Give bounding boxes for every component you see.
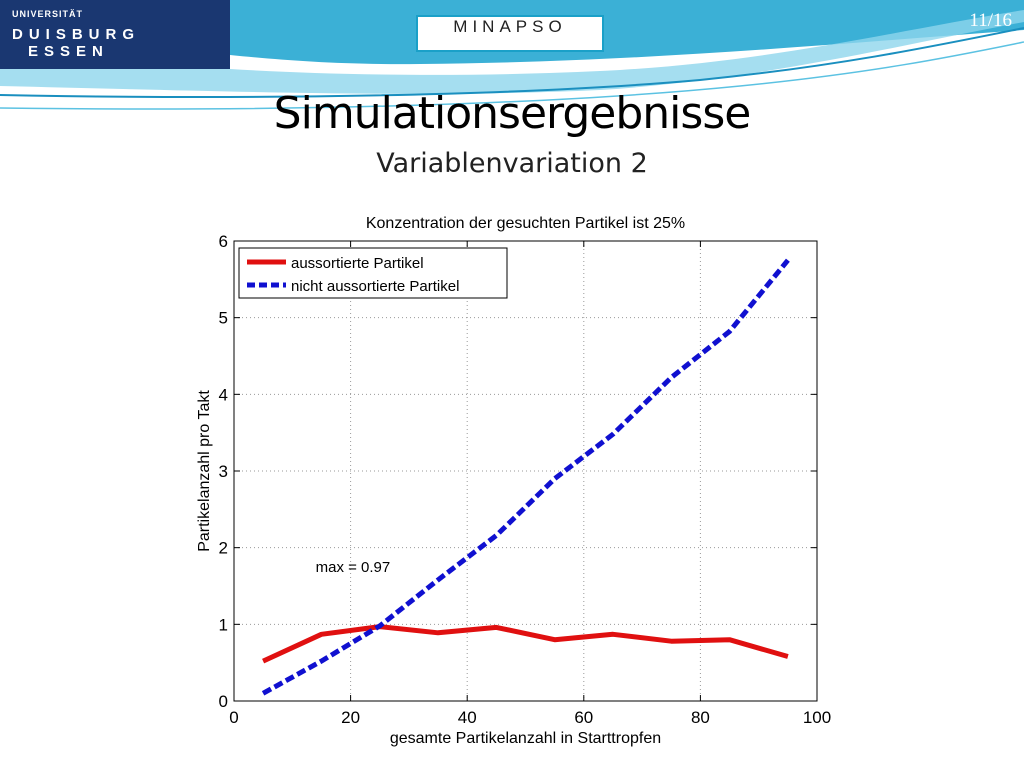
x-tick-label: 60 xyxy=(574,708,593,727)
x-tick-label: 100 xyxy=(803,708,831,727)
page-number: 11/16 xyxy=(969,10,1012,31)
axis-ticks: 0 20 40 60 80 100 0 1 2 3 4 5 6 xyxy=(219,232,832,727)
legend: aussortierte Partikel nicht aussortierte… xyxy=(238,247,508,299)
x-tick-label: 80 xyxy=(691,708,710,727)
y-axis-label: Partikelanzahl pro Takt xyxy=(196,390,213,552)
series-line-0 xyxy=(262,624,789,664)
slide-title: Simulationsergebnisse xyxy=(273,88,752,139)
chart-title: Konzentration der gesuchten Partikel ist… xyxy=(366,215,685,232)
y-tick-label: 4 xyxy=(219,385,228,404)
series-lines xyxy=(261,258,790,696)
y-tick-label: 1 xyxy=(219,615,228,634)
logo-line-1: UNIVERSITÄT xyxy=(12,9,84,19)
x-axis-label: gesamte Partikelanzahl in Starttropfen xyxy=(390,730,661,747)
x-tick-label: 40 xyxy=(458,708,477,727)
series-line-1 xyxy=(261,258,790,696)
y-tick-label: 5 xyxy=(219,309,228,328)
y-tick-label: 0 xyxy=(219,692,228,711)
legend-label-nicht-aussortierte: nicht aussortierte Partikel xyxy=(291,278,459,295)
project-label: MINAPSO xyxy=(416,15,604,52)
y-tick-label: 3 xyxy=(219,462,228,481)
y-tick-label: 2 xyxy=(219,539,228,558)
x-tick-label: 20 xyxy=(341,708,360,727)
y-tick-label: 6 xyxy=(219,232,228,251)
logo-line-2: DUISBURG xyxy=(12,26,141,43)
slide-subtitle: Variablenvariation 2 xyxy=(376,148,648,179)
legend-box xyxy=(238,247,508,299)
x-tick-label: 0 xyxy=(229,708,238,727)
max-annotation: max = 0.97 xyxy=(316,559,391,576)
legend-label-aussortierte: aussortierte Partikel xyxy=(291,255,424,272)
university-logo: UNIVERSITÄT DUISBURG ESSEN xyxy=(0,0,230,69)
logo-line-3: ESSEN xyxy=(28,43,109,60)
